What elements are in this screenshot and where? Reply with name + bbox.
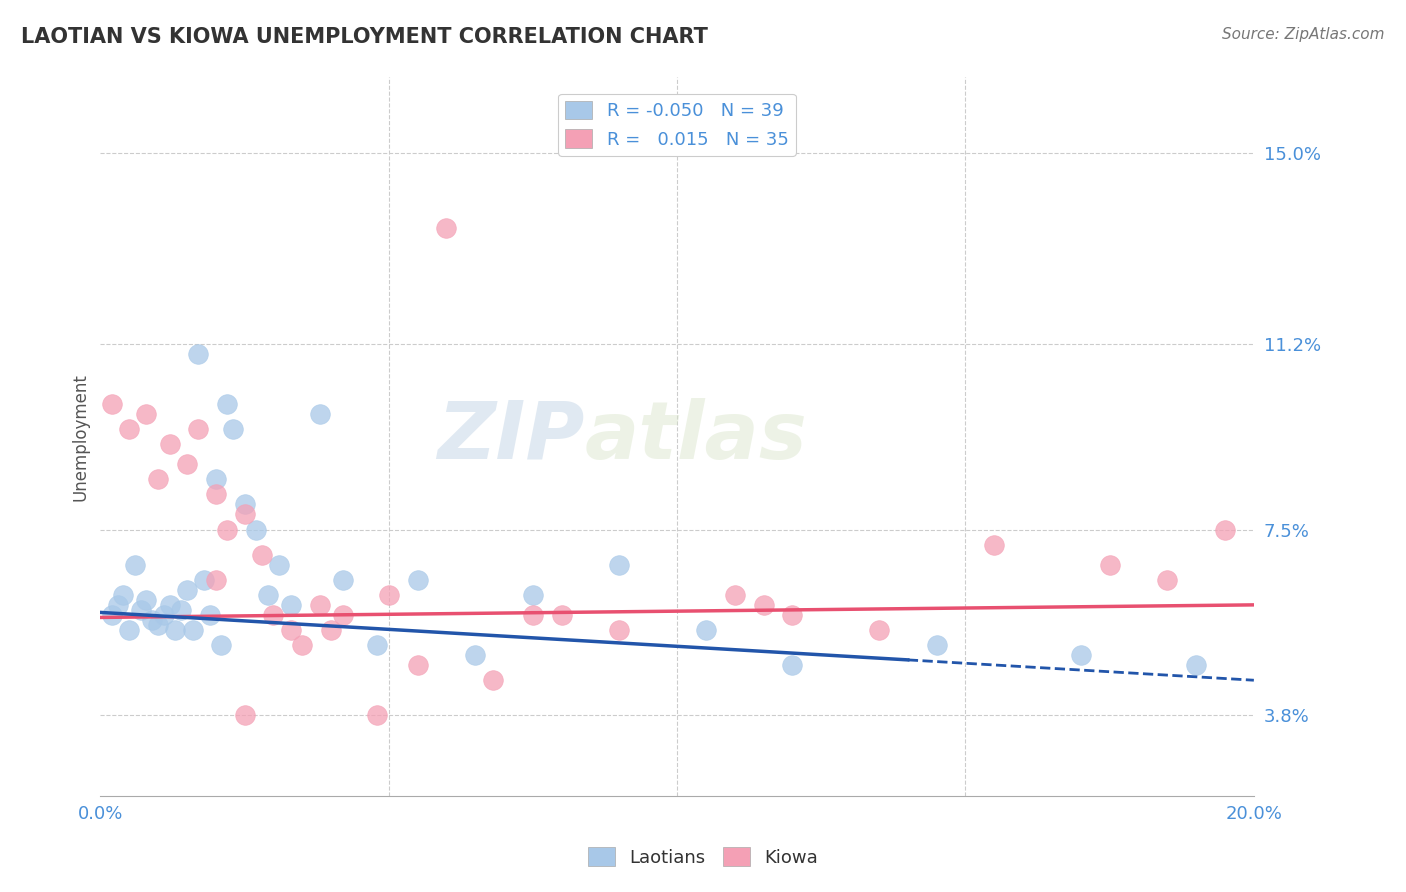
Point: [129, 603, 152, 617]
Point: [366, 708, 388, 723]
Point: [280, 623, 302, 637]
Point: [291, 638, 314, 652]
Point: [146, 472, 169, 486]
Point: [377, 588, 399, 602]
Point: [193, 573, 215, 587]
Point: [135, 407, 157, 421]
Point: [233, 708, 256, 723]
Point: [159, 437, 181, 451]
Point: [107, 598, 129, 612]
Point: [406, 658, 429, 673]
Point: [217, 523, 239, 537]
Point: [782, 607, 804, 622]
Point: [609, 558, 631, 572]
Point: [250, 548, 273, 562]
Point: [308, 407, 330, 421]
Point: [695, 623, 717, 637]
Point: [464, 648, 486, 662]
Point: [332, 573, 354, 587]
Point: [176, 582, 198, 597]
Point: [983, 538, 1005, 552]
Point: [256, 588, 278, 602]
Point: [101, 397, 124, 411]
Point: [782, 658, 804, 673]
Point: [233, 508, 256, 522]
Point: [118, 422, 141, 436]
Point: [1156, 573, 1178, 587]
Point: [204, 573, 226, 587]
Point: [1098, 558, 1121, 572]
Point: [187, 347, 209, 361]
Point: [204, 487, 226, 501]
Point: [152, 607, 174, 622]
Point: [112, 588, 135, 602]
Point: [406, 573, 429, 587]
Point: [233, 497, 256, 511]
Text: Source: ZipAtlas.com: Source: ZipAtlas.com: [1222, 27, 1385, 42]
Text: LAOTIAN VS KIOWA UNEMPLOYMENT CORRELATION CHART: LAOTIAN VS KIOWA UNEMPLOYMENT CORRELATIO…: [21, 27, 709, 46]
Legend: R = -0.050   N = 39, R =   0.015   N = 35: R = -0.050 N = 39, R = 0.015 N = 35: [558, 94, 796, 156]
Text: atlas: atlas: [585, 398, 807, 475]
Point: [217, 397, 239, 411]
Point: [319, 623, 342, 637]
Point: [170, 603, 193, 617]
Point: [165, 623, 187, 637]
Point: [146, 618, 169, 632]
Point: [204, 472, 226, 486]
Point: [124, 558, 146, 572]
Point: [1213, 523, 1236, 537]
Legend: Laotians, Kiowa: Laotians, Kiowa: [581, 840, 825, 874]
Point: [141, 613, 163, 627]
Point: [101, 607, 124, 622]
Point: [1185, 658, 1208, 673]
Point: [609, 623, 631, 637]
Point: [245, 523, 267, 537]
Point: [752, 598, 775, 612]
Point: [181, 623, 204, 637]
Point: [366, 638, 388, 652]
Text: ZIP: ZIP: [437, 398, 585, 475]
Y-axis label: Unemployment: Unemployment: [72, 373, 89, 500]
Point: [1070, 648, 1092, 662]
Point: [280, 598, 302, 612]
Point: [198, 607, 221, 622]
Point: [159, 598, 181, 612]
Point: [434, 221, 457, 235]
Point: [481, 673, 503, 688]
Point: [222, 422, 245, 436]
Point: [522, 588, 544, 602]
Point: [262, 607, 284, 622]
Point: [187, 422, 209, 436]
Point: [135, 592, 157, 607]
Point: [332, 607, 354, 622]
Point: [522, 607, 544, 622]
Point: [868, 623, 890, 637]
Point: [176, 457, 198, 471]
Point: [551, 607, 574, 622]
Point: [211, 638, 233, 652]
Point: [118, 623, 141, 637]
Point: [925, 638, 948, 652]
Point: [724, 588, 747, 602]
Point: [269, 558, 291, 572]
Point: [308, 598, 330, 612]
